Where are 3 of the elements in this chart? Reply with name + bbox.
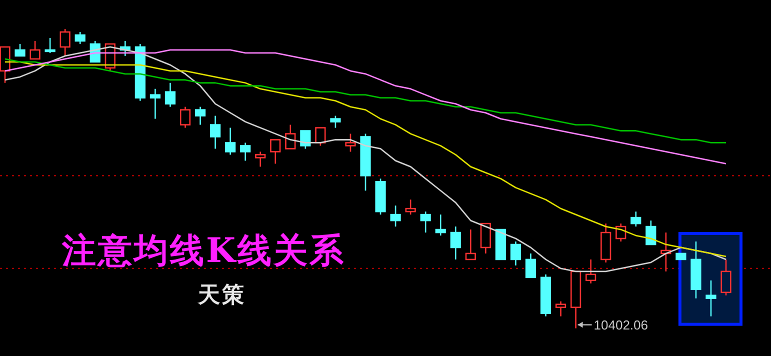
annotation: 注意均线K线关系 [61, 231, 346, 271]
annotation: 10402.06 [594, 317, 648, 332]
annotation: 天策 [197, 282, 246, 308]
